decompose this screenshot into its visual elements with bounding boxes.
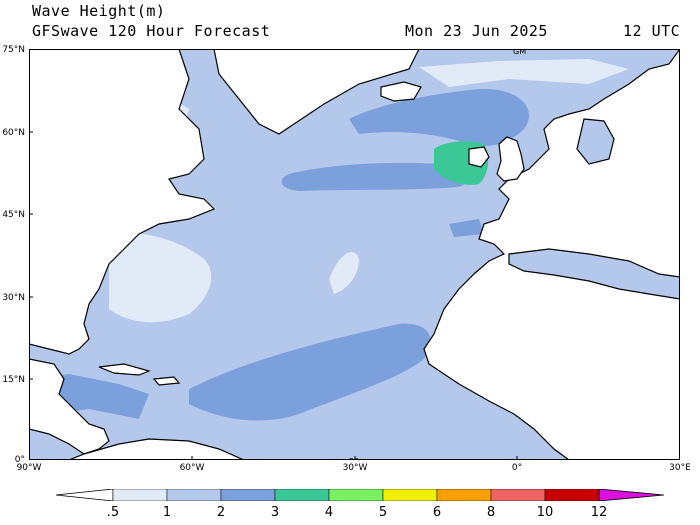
axis-ticks bbox=[29, 49, 518, 460]
lat-label-15n: 15°N bbox=[2, 375, 25, 385]
legend-label: 10 bbox=[536, 505, 554, 520]
lat-label-0: 0° bbox=[14, 455, 25, 465]
legend-cell bbox=[436, 489, 492, 501]
wave-height-map: GM 50 bbox=[29, 49, 680, 460]
baltic-sea bbox=[576, 118, 615, 165]
legend-label: 2 bbox=[216, 505, 226, 520]
legend-cell bbox=[220, 489, 276, 501]
south-america bbox=[68, 438, 245, 460]
color-legend bbox=[56, 489, 665, 501]
forecast-time: 12 UTC bbox=[623, 22, 681, 40]
greenland bbox=[213, 49, 420, 135]
legend-cell bbox=[544, 489, 600, 501]
meridian-marker: GM bbox=[513, 49, 526, 56]
ireland bbox=[468, 146, 490, 168]
lon-label-90w: 90°W bbox=[16, 463, 42, 473]
legend-cell bbox=[328, 489, 384, 501]
lat-label-60n: 60°N bbox=[2, 128, 25, 138]
mediterranean bbox=[508, 248, 680, 300]
legend-cell bbox=[382, 489, 438, 501]
lon-label-0: 0° bbox=[511, 463, 523, 473]
legend-label: 8 bbox=[486, 505, 496, 520]
lon-label-60w: 60°W bbox=[179, 463, 205, 473]
lat-label-75n: 75°N bbox=[2, 45, 25, 55]
lat-label-30n: 30°N bbox=[2, 293, 25, 303]
legend-cell-below bbox=[56, 489, 114, 501]
central-america bbox=[29, 358, 110, 455]
iceland bbox=[380, 81, 422, 102]
hispaniola bbox=[152, 376, 181, 386]
legend-cell bbox=[112, 489, 168, 501]
variable-title: Wave Height(m) bbox=[32, 2, 166, 20]
legend-cell bbox=[490, 489, 546, 501]
legend-cell-above bbox=[598, 489, 665, 501]
legend-label: .5 bbox=[106, 505, 120, 520]
bottom-marker: 50 bbox=[349, 457, 359, 460]
legend-label: 4 bbox=[324, 505, 334, 520]
forecast-date: Mon 23 Jun 2025 bbox=[405, 22, 548, 40]
lon-label-30e: 30°E bbox=[669, 463, 691, 473]
lat-label-45n: 45°N bbox=[2, 210, 25, 220]
cuba bbox=[98, 363, 151, 376]
legend-label: 1 bbox=[162, 505, 172, 520]
model-title: GFSwave 120 Hour Forecast bbox=[32, 22, 271, 40]
north-america bbox=[29, 49, 216, 355]
legend-label: 5 bbox=[378, 505, 388, 520]
legend-cell bbox=[166, 489, 222, 501]
lon-label-30w: 30°W bbox=[342, 463, 368, 473]
land-masses bbox=[29, 49, 680, 460]
legend-label: 3 bbox=[270, 505, 280, 520]
legend-label: 12 bbox=[590, 505, 608, 520]
legend-cell bbox=[274, 489, 330, 501]
great-britain bbox=[496, 136, 525, 182]
legend-label: 6 bbox=[432, 505, 442, 520]
